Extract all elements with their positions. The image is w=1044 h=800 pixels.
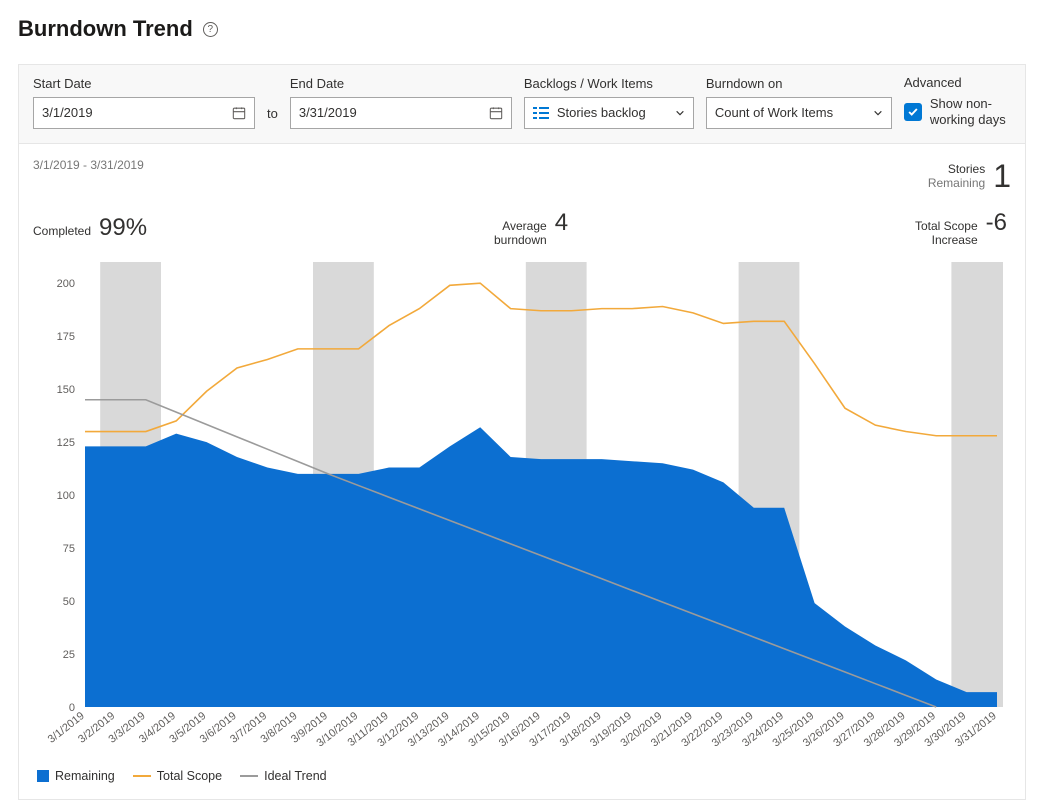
backlogs-select[interactable]: Stories backlog — [524, 97, 694, 129]
legend-swatch-scope — [133, 775, 151, 777]
scope-label-a: Total Scope — [915, 219, 978, 233]
stories-value: 1 — [993, 158, 1011, 195]
legend-scope: Total Scope — [157, 769, 222, 783]
backlogs-value: Stories backlog — [557, 105, 646, 120]
chart-card: 3/1/2019 - 3/31/2019 Stories Remaining 1… — [18, 144, 1026, 800]
completed-label: Completed — [33, 224, 91, 238]
calendar-icon — [489, 106, 503, 120]
advanced-label: Advanced — [904, 75, 1011, 90]
end-date-label: End Date — [290, 76, 512, 91]
svg-text:125: 125 — [57, 437, 75, 449]
svg-text:100: 100 — [57, 490, 75, 502]
controls-bar: Start Date 3/1/2019 to End Date 3/31/201… — [18, 64, 1026, 144]
calendar-icon — [232, 106, 246, 120]
start-date-input[interactable]: 3/1/2019 — [33, 97, 255, 129]
start-date-label: Start Date — [33, 76, 255, 91]
end-date-value: 3/31/2019 — [299, 105, 357, 120]
end-date-input[interactable]: 3/31/2019 — [290, 97, 512, 129]
svg-text:150: 150 — [57, 384, 75, 396]
help-icon[interactable]: ? — [203, 22, 218, 37]
svg-text:0: 0 — [69, 702, 75, 714]
legend-swatch-remaining — [37, 770, 49, 782]
completed-value: 99% — [99, 214, 147, 242]
burndown-select[interactable]: Count of Work Items — [706, 97, 892, 129]
to-label: to — [267, 106, 278, 129]
svg-text:200: 200 — [57, 278, 75, 290]
scope-value: -6 — [986, 209, 1007, 237]
avg-value: 4 — [555, 209, 568, 237]
burndown-label: Burndown on — [706, 76, 892, 91]
chart-legend: Remaining Total Scope Ideal Trend — [33, 769, 1011, 783]
legend-remaining: Remaining — [55, 769, 115, 783]
legend-swatch-ideal — [240, 775, 258, 777]
svg-text:25: 25 — [63, 649, 75, 661]
scope-label-b: Increase — [932, 233, 978, 247]
svg-text:75: 75 — [63, 543, 75, 555]
chevron-down-icon — [873, 108, 883, 118]
date-range: 3/1/2019 - 3/31/2019 — [33, 158, 144, 172]
page-title: Burndown Trend — [18, 16, 193, 42]
show-nonworking-label: Show non-working days — [930, 96, 1011, 129]
burndown-value: Count of Work Items — [715, 105, 833, 120]
start-date-value: 3/1/2019 — [42, 105, 93, 120]
burndown-chart: 02550751001251501752003/1/20193/2/20193/… — [33, 257, 1003, 757]
avg-label-a: Average — [502, 219, 546, 233]
show-nonworking-checkbox[interactable] — [904, 103, 922, 121]
svg-text:50: 50 — [63, 596, 75, 608]
chevron-down-icon — [675, 108, 685, 118]
stories-label: Stories — [948, 162, 985, 176]
backlogs-label: Backlogs / Work Items — [524, 76, 694, 91]
backlog-icon — [533, 106, 549, 120]
legend-ideal: Ideal Trend — [264, 769, 327, 783]
avg-label-b: burndown — [494, 233, 547, 247]
remaining-label: Remaining — [928, 176, 985, 190]
svg-text:175: 175 — [57, 331, 75, 343]
